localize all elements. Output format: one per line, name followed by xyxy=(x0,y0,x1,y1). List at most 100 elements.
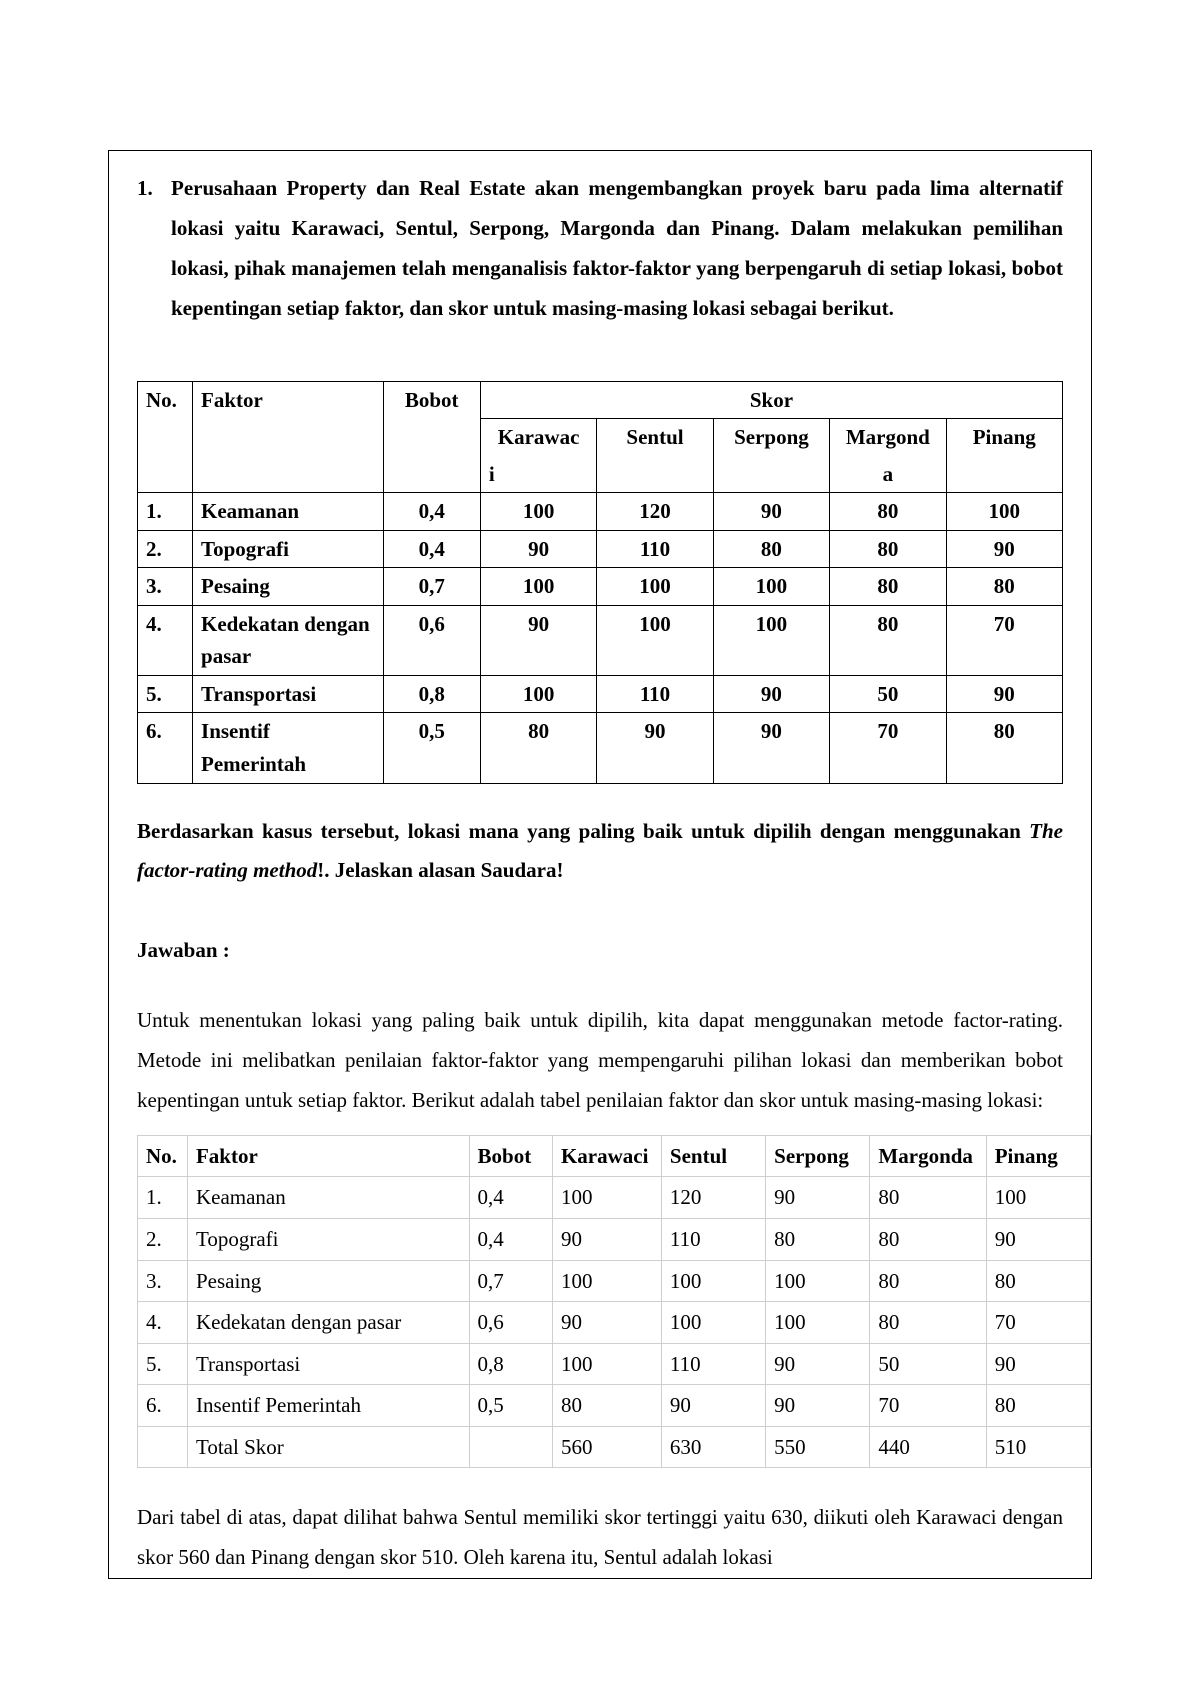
table-cell: Insentif Pemerintah xyxy=(193,713,384,783)
table-cell: 90 xyxy=(986,1219,1090,1261)
table-cell: 80 xyxy=(870,1302,986,1344)
table-cell: 90 xyxy=(986,1343,1090,1385)
table-cell: 100 xyxy=(480,568,596,606)
table-cell: 80 xyxy=(713,530,829,568)
table-cell: 100 xyxy=(480,493,596,531)
document-frame: 1.Perusahaan Property dan Real Estate ak… xyxy=(108,150,1092,1579)
th2-serpong: Serpong xyxy=(766,1135,870,1177)
th-margonda-b: a xyxy=(830,456,946,493)
table-cell: Transportasi xyxy=(193,675,384,713)
table1-body: 1.Keamanan0,410012090801002.Topografi0,4… xyxy=(138,493,1063,783)
table-cell: 80 xyxy=(480,713,596,783)
table-cell: 0,4 xyxy=(383,530,480,568)
table-cell: 80 xyxy=(830,530,946,568)
table-cell: 3. xyxy=(138,1260,188,1302)
th2-no: No. xyxy=(138,1135,188,1177)
th2-faktor: Faktor xyxy=(187,1135,469,1177)
table-cell: 70 xyxy=(830,713,946,783)
table-cell: 90 xyxy=(946,530,1062,568)
table-cell: Kedekatan dengan pasar xyxy=(193,605,384,675)
table-cell: 70 xyxy=(946,605,1062,675)
table-cell: 2. xyxy=(138,530,193,568)
th-bobot: Bobot xyxy=(383,381,480,493)
table-cell: 80 xyxy=(986,1260,1090,1302)
table-cell: 110 xyxy=(661,1343,765,1385)
table-cell: Keamanan xyxy=(187,1177,469,1219)
table-cell: 0,6 xyxy=(469,1302,552,1344)
table-cell: 70 xyxy=(870,1385,986,1427)
table2-body: 1.Keamanan0,410012090801002.Topografi0,4… xyxy=(138,1177,1091,1468)
table-cell: 80 xyxy=(870,1260,986,1302)
table-total-row: Total Skor560630550440510 xyxy=(138,1426,1091,1468)
table-cell: 110 xyxy=(597,530,713,568)
table-cell: 80 xyxy=(870,1219,986,1261)
table-cell: 2. xyxy=(138,1219,188,1261)
table-cell: 1. xyxy=(138,493,193,531)
th-serpong: Serpong xyxy=(713,419,829,493)
table-cell: 100 xyxy=(986,1177,1090,1219)
table-cell: 100 xyxy=(766,1260,870,1302)
th2-margonda: Margonda xyxy=(870,1135,986,1177)
th-faktor: Faktor xyxy=(193,381,384,493)
table-cell: 90 xyxy=(552,1302,661,1344)
th2-pinang: Pinang xyxy=(986,1135,1090,1177)
ptq-part2: !. Jelaskan alasan Saudara! xyxy=(317,858,563,882)
table-cell: 1. xyxy=(138,1177,188,1219)
table-cell: 100 xyxy=(480,675,596,713)
table-cell: 90 xyxy=(766,1385,870,1427)
th-karawaci-b: i xyxy=(480,456,596,493)
table-cell: 440 xyxy=(870,1426,986,1468)
answer-intro: Untuk menentukan lokasi yang paling baik… xyxy=(109,971,1091,1121)
table-row: 3.Pesaing0,71001001008080 xyxy=(138,568,1063,606)
table-cell: 90 xyxy=(946,675,1062,713)
table-cell: 100 xyxy=(552,1260,661,1302)
table-cell: 90 xyxy=(713,713,829,783)
table-cell: Transportasi xyxy=(187,1343,469,1385)
table-cell: 0,4 xyxy=(383,493,480,531)
table-row: 5.Transportasi0,8100110905090 xyxy=(138,675,1063,713)
table-cell: 100 xyxy=(661,1260,765,1302)
table-cell: 80 xyxy=(830,605,946,675)
table-cell: 3. xyxy=(138,568,193,606)
table-cell: 80 xyxy=(830,568,946,606)
table-cell: 100 xyxy=(661,1302,765,1344)
table-cell: Pesaing xyxy=(187,1260,469,1302)
answer-table: No. Faktor Bobot Karawaci Sentul Serpong… xyxy=(137,1135,1091,1468)
th-skor: Skor xyxy=(480,381,1062,419)
table-cell: Pesaing xyxy=(193,568,384,606)
table-row: 1.Keamanan0,41001209080100 xyxy=(138,1177,1091,1219)
table-row: 6.Insentif Pemerintah0,58090907080 xyxy=(138,713,1063,783)
table-cell: 0,7 xyxy=(383,568,480,606)
post-table-question: Berdasarkan kasus tersebut, lokasi mana … xyxy=(109,784,1091,892)
table-cell: Topografi xyxy=(187,1219,469,1261)
factor-score-table: No. Faktor Bobot Skor Karawac Sentul Ser… xyxy=(137,381,1063,784)
table-cell: 6. xyxy=(138,1385,188,1427)
table-cell: 550 xyxy=(766,1426,870,1468)
table-cell: 510 xyxy=(986,1426,1090,1468)
table-cell: 80 xyxy=(870,1177,986,1219)
table-cell: 90 xyxy=(766,1343,870,1385)
table-row: 5.Transportasi0,8100110905090 xyxy=(138,1343,1091,1385)
th-margonda-a: Margond xyxy=(830,419,946,456)
table-cell: 90 xyxy=(713,493,829,531)
th-no: No. xyxy=(138,381,193,493)
table-cell: 90 xyxy=(480,605,596,675)
table-cell: 0,8 xyxy=(383,675,480,713)
table-cell: 90 xyxy=(597,713,713,783)
th2-bobot: Bobot xyxy=(469,1135,552,1177)
table-cell: Keamanan xyxy=(193,493,384,531)
table-cell: 90 xyxy=(552,1219,661,1261)
table-row: 6.Insentif Pemerintah0,58090907080 xyxy=(138,1385,1091,1427)
table-cell: 5. xyxy=(138,1343,188,1385)
table-cell xyxy=(469,1426,552,1468)
table-cell: 120 xyxy=(597,493,713,531)
table-cell: 80 xyxy=(986,1385,1090,1427)
conclusion-paragraph: Dari tabel di atas, dapat dilihat bahwa … xyxy=(109,1468,1091,1578)
table-cell: 100 xyxy=(552,1343,661,1385)
table-row: 1.Keamanan0,41001209080100 xyxy=(138,493,1063,531)
table-cell: 50 xyxy=(870,1343,986,1385)
table-cell: 630 xyxy=(661,1426,765,1468)
table-cell: 110 xyxy=(597,675,713,713)
th-sentul: Sentul xyxy=(597,419,713,493)
table-cell: 100 xyxy=(766,1302,870,1344)
